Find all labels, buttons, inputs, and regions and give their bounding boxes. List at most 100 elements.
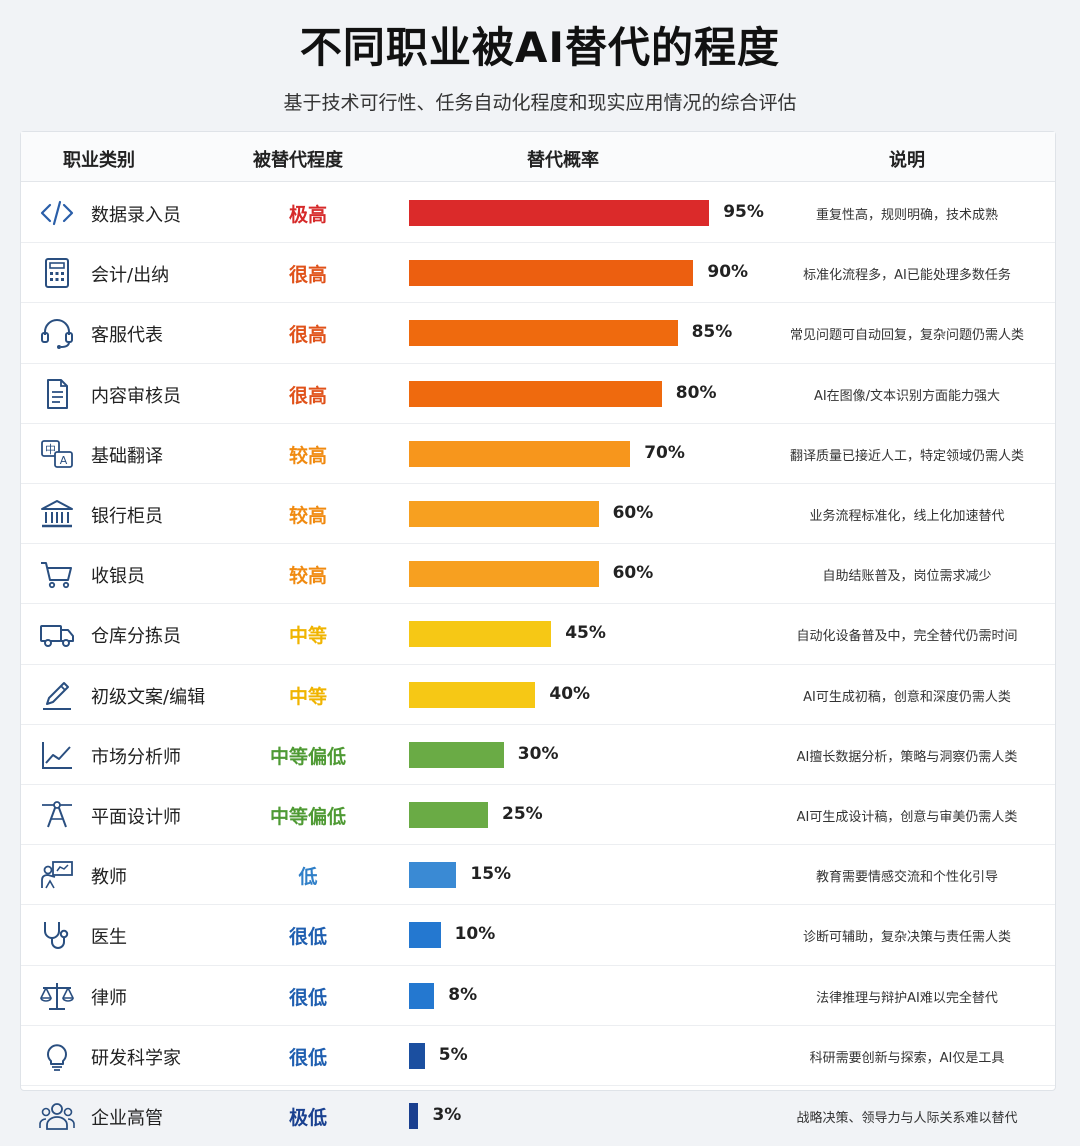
- probability-bar: [409, 380, 662, 407]
- job-label: 内容审核员: [91, 385, 181, 407]
- people-icon: [37, 1098, 77, 1134]
- pen-icon: [37, 677, 77, 713]
- job-label: 客服代表: [91, 325, 163, 347]
- replacement-level: 很高: [288, 384, 327, 407]
- table-row: 仓库分拣员 中等 45% 自动化设备普及中，完全替代仍需时间: [21, 604, 1055, 665]
- probability-bar: [409, 922, 441, 949]
- table-row: 收银员 较高 60% 自助结账普及，岗位需求减少: [21, 544, 1055, 605]
- truck-icon: [37, 616, 77, 652]
- bank-icon: [37, 496, 77, 532]
- replacement-level: 较高: [288, 565, 327, 588]
- job-label: 律师: [91, 987, 127, 1009]
- probability-label: 60%: [612, 563, 654, 584]
- probability-bar: [409, 501, 599, 528]
- probability-bar: [409, 741, 504, 768]
- probability-label: 30%: [517, 743, 559, 764]
- calculator-icon: [37, 255, 77, 291]
- probability-bar: [409, 681, 536, 708]
- probability-label: 15%: [470, 864, 512, 885]
- probability-bar: [409, 260, 694, 287]
- table-row: 会计/出纳 很高 90% 标准化流程多，AI已能处理多数任务: [21, 243, 1055, 304]
- description-text: AI可生成设计稿，创意与审美仍需人类: [796, 810, 1018, 826]
- probability-label: 90%: [707, 262, 749, 283]
- svg-text:A: A: [60, 454, 68, 467]
- description-text: 法律推理与辩护AI难以完全替代: [816, 990, 998, 1006]
- stethoscope-icon: [37, 917, 77, 953]
- job-label: 教师: [91, 867, 127, 889]
- description-text: 战略决策、领导力与人际关系难以替代: [796, 1111, 1018, 1127]
- job-label: 会计/出纳: [91, 265, 170, 287]
- job-label: 研发科学家: [91, 1047, 181, 1069]
- job-label: 平面设计师: [91, 807, 181, 829]
- table-row: 企业高管 极低 3% 战略决策、领导力与人际关系难以替代: [21, 1086, 1055, 1146]
- header-job: 职业类别: [63, 150, 135, 171]
- table-row: 客服代表 很高 85% 常见问题可自动回复，复杂问题仍需人类: [21, 303, 1055, 364]
- table-row: 中 A 基础翻译 较高 70% 翻译质量已接近人工，特定领域仍需人类: [21, 424, 1055, 484]
- description-text: AI在图像/文本识别方面能力强大: [813, 388, 1001, 404]
- design-tool-icon: [37, 797, 77, 833]
- chart-panel: 职业类别 被替代程度 替代概率 说明 数据录入员 极高 95% 重复性高，规则明确，技…: [20, 131, 1056, 1130]
- job-label: 收银员: [91, 566, 145, 588]
- replacement-level: 极高: [288, 204, 327, 227]
- replacement-level: 极低: [288, 1107, 327, 1130]
- job-label: 银行柜员: [91, 506, 163, 528]
- code-icon: [37, 195, 77, 231]
- probability-label: 60%: [612, 503, 654, 524]
- page-subtitle: 基于技术可行性、任务自动化程度和现实应用情况的综合评估: [283, 92, 797, 114]
- description-text: 科研需要创新与探索，AI仅是工具: [809, 1050, 1005, 1066]
- probability-bar: [409, 982, 435, 1009]
- description-text: 教育需要情感交流和个性化引导: [815, 870, 998, 886]
- probability-label: 70%: [644, 442, 685, 463]
- replacement-level: 很高: [288, 324, 327, 347]
- table-row: 教师 低 15% 教育需要情感交流和个性化引导: [21, 845, 1055, 906]
- replacement-level: 很高: [288, 264, 327, 287]
- trend-chart-icon: [37, 737, 77, 773]
- replacement-level: 较高: [288, 444, 327, 467]
- description-text: 标准化流程多，AI已能处理多数任务: [803, 268, 1011, 284]
- description-text: 诊断可辅助，复杂决策与责任需人类: [802, 930, 1011, 946]
- probability-label: 10%: [454, 924, 496, 945]
- table-row: 初级文案/编辑 中等 40% AI可生成初稿，创意和深度仍需人类: [21, 665, 1055, 725]
- replacement-level: 中等偏低: [269, 745, 346, 768]
- table-row: 医生 很低 10% 诊断可辅助，复杂决策与责任需人类: [21, 905, 1055, 966]
- probability-label: 85%: [691, 322, 733, 343]
- replacement-level: 中等: [288, 685, 327, 708]
- description-text: 翻译质量已接近人工，特定领域仍需人类: [789, 448, 1024, 464]
- probability-bar: [409, 1103, 419, 1130]
- replacement-level: 中等: [288, 625, 327, 648]
- lightbulb-icon: [37, 1038, 77, 1074]
- replacement-level: 很低: [288, 1046, 327, 1069]
- replacement-level: 很低: [288, 986, 327, 1009]
- probability-label: 5%: [438, 1044, 468, 1065]
- page-title: 不同职业被AI替代的程度: [299, 23, 781, 72]
- job-label: 医生: [91, 927, 127, 949]
- job-label: 仓库分拣员: [91, 626, 181, 648]
- table-row: 市场分析师 中等偏低 30% AI擅长数据分析，策略与洞察仍需人类: [21, 725, 1055, 785]
- header-probability: 替代概率: [527, 150, 599, 171]
- description-text: AI擅长数据分析，策略与洞察仍需人类: [796, 749, 1018, 765]
- description-text: 重复性高，规则明确，技术成熟: [815, 208, 998, 224]
- table-row: 律师 很低 8% 法律推理与辩护AI难以完全替代: [21, 966, 1055, 1026]
- description-text: 自助结账普及，岗位需求减少: [822, 569, 992, 585]
- table-header: 职业类别 被替代程度 替代概率 说明: [21, 132, 1055, 182]
- probability-bar: [409, 561, 599, 588]
- header-description: 说明: [889, 150, 925, 171]
- probability-label: 80%: [675, 382, 717, 403]
- replacement-level: 很低: [288, 926, 327, 949]
- replacement-level: 低: [298, 866, 318, 889]
- job-label: 企业高管: [91, 1108, 163, 1130]
- description-text: 自动化设备普及中，完全替代仍需时间: [796, 629, 1018, 645]
- scales-icon: [37, 978, 77, 1014]
- job-label: 基础翻译: [91, 445, 163, 467]
- headset-icon: [37, 315, 77, 351]
- probability-label: 25%: [502, 804, 543, 825]
- probability-bar: [409, 802, 488, 829]
- document-icon: [37, 376, 77, 412]
- table-row: 内容审核员 很高 80% AI在图像/文本识别方面能力强大: [21, 364, 1055, 424]
- job-label: 市场分析师: [91, 746, 181, 768]
- table-row: 数据录入员 极高 95% 重复性高，规则明确，技术成熟: [21, 183, 1055, 244]
- replacement-level: 较高: [288, 505, 327, 528]
- probability-bar: [409, 862, 457, 889]
- probability-label: 8%: [448, 984, 478, 1005]
- teacher-icon: [37, 857, 77, 893]
